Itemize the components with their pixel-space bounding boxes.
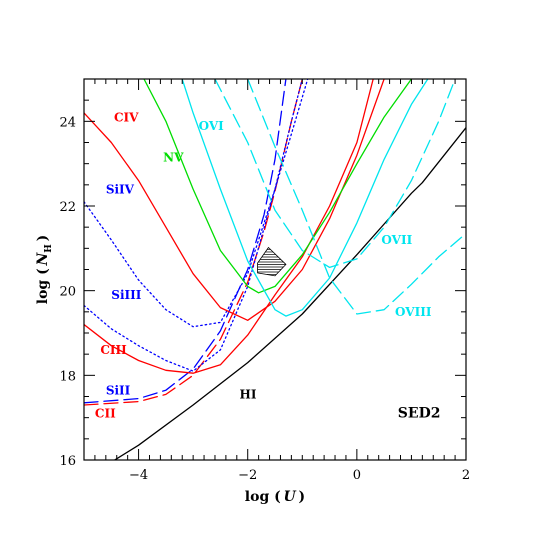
label-ovii: OVII	[381, 233, 412, 247]
label-oviii: OVIII	[395, 305, 432, 319]
series-layer	[84, 79, 466, 460]
series-cii-line	[84, 79, 303, 406]
y-tick-label: 24	[59, 115, 76, 130]
y-tick-label: 20	[59, 285, 76, 300]
series-civ-line	[84, 79, 385, 321]
y-tick-label: 18	[59, 369, 76, 384]
label-siiii: SiIII	[111, 288, 141, 302]
series-ovii-line	[214, 79, 456, 269]
curve-labels: HI CII SiII CIII SiIII SiIV CIV NV OVI OVII OVIII	[95, 110, 432, 420]
x-tick-label: 0	[353, 468, 361, 483]
label-nv: NV	[163, 151, 184, 165]
y-tick-label: 22	[59, 200, 76, 215]
hatched-region-outline	[257, 246, 287, 277]
series-hi-line	[113, 127, 466, 460]
x-tick-label: −4	[129, 468, 148, 483]
series-ciii-line	[84, 79, 374, 374]
series-ovi-line	[181, 79, 429, 317]
label-cii: CII	[95, 407, 116, 421]
label-siii: SiII	[106, 383, 131, 397]
series-siii-line	[84, 79, 287, 404]
hatched-region	[257, 246, 287, 277]
label-ciii: CIII	[100, 343, 127, 357]
label-hi: HI	[240, 388, 257, 402]
x-tick-label: 2	[462, 468, 470, 483]
series-oviii-line	[247, 79, 466, 315]
y-tick-label: 16	[59, 454, 76, 469]
series-siiii-line	[84, 79, 303, 372]
y-axis-title: log ( NH )	[35, 235, 54, 304]
axis-ticks: −4 −2 0 2 16 18 20 22 24	[59, 78, 470, 483]
x-axis-title: log ( U )	[245, 489, 305, 505]
label-siiv: SiIV	[106, 182, 135, 196]
series-nv-line	[143, 79, 413, 294]
label-civ: CIV	[114, 110, 139, 124]
label-ovi: OVI	[199, 119, 225, 133]
series-siiv-line	[84, 79, 309, 328]
sed-label: SED2	[398, 406, 441, 422]
x-tick-label: −2	[238, 468, 257, 483]
